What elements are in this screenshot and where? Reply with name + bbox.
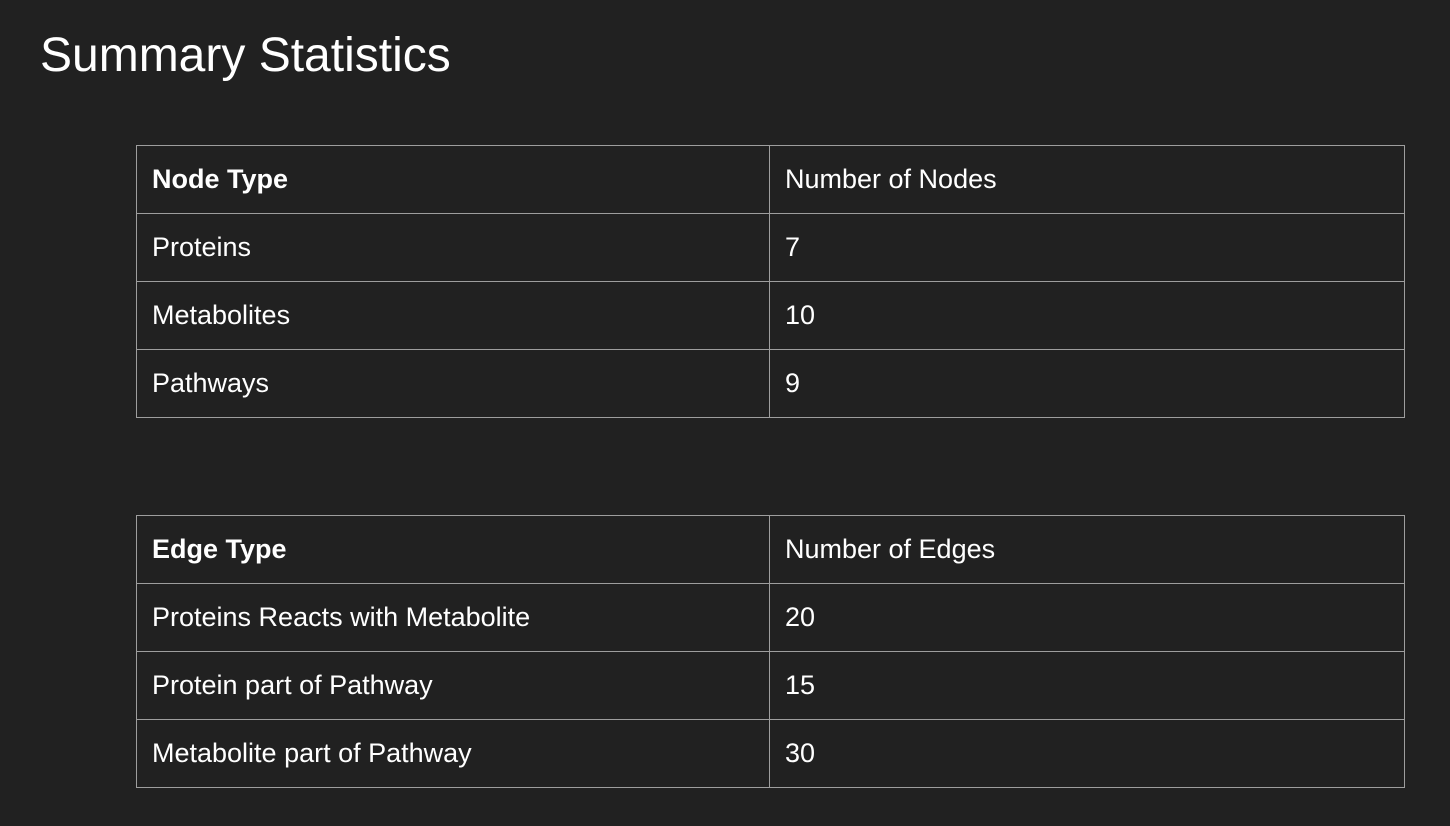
edge-summary-table: Edge Type Number of Edges Proteins React… bbox=[136, 515, 1405, 788]
node-count-cell: 9 bbox=[769, 349, 1405, 418]
header-node-count: Number of Nodes bbox=[769, 145, 1405, 214]
header-edge-count: Number of Edges bbox=[769, 515, 1405, 584]
table-row: Proteins 7 bbox=[136, 213, 1405, 282]
table-row: Protein part of Pathway 15 bbox=[136, 651, 1405, 720]
table-row: Metabolites 10 bbox=[136, 281, 1405, 350]
table-row: Metabolite part of Pathway 30 bbox=[136, 719, 1405, 788]
node-type-cell: Proteins bbox=[136, 213, 770, 282]
edge-count-cell: 30 bbox=[769, 719, 1405, 788]
edge-type-cell: Protein part of Pathway bbox=[136, 651, 770, 720]
node-summary-table: Node Type Number of Nodes Proteins 7 Met… bbox=[136, 145, 1405, 418]
node-type-cell: Pathways bbox=[136, 349, 770, 418]
edge-count-cell: 20 bbox=[769, 583, 1405, 652]
node-type-cell: Metabolites bbox=[136, 281, 770, 350]
table-row: Pathways 9 bbox=[136, 349, 1405, 418]
edge-count-cell: 15 bbox=[769, 651, 1405, 720]
header-edge-type: Edge Type bbox=[136, 515, 770, 584]
node-count-cell: 7 bbox=[769, 213, 1405, 282]
page-title: Summary Statistics bbox=[40, 29, 451, 82]
table-header-row: Node Type Number of Nodes bbox=[136, 145, 1405, 214]
edge-type-cell: Metabolite part of Pathway bbox=[136, 719, 770, 788]
table-header-row: Edge Type Number of Edges bbox=[136, 515, 1405, 584]
header-node-type: Node Type bbox=[136, 145, 770, 214]
node-count-cell: 10 bbox=[769, 281, 1405, 350]
edge-type-cell: Proteins Reacts with Metabolite bbox=[136, 583, 770, 652]
table-row: Proteins Reacts with Metabolite 20 bbox=[136, 583, 1405, 652]
